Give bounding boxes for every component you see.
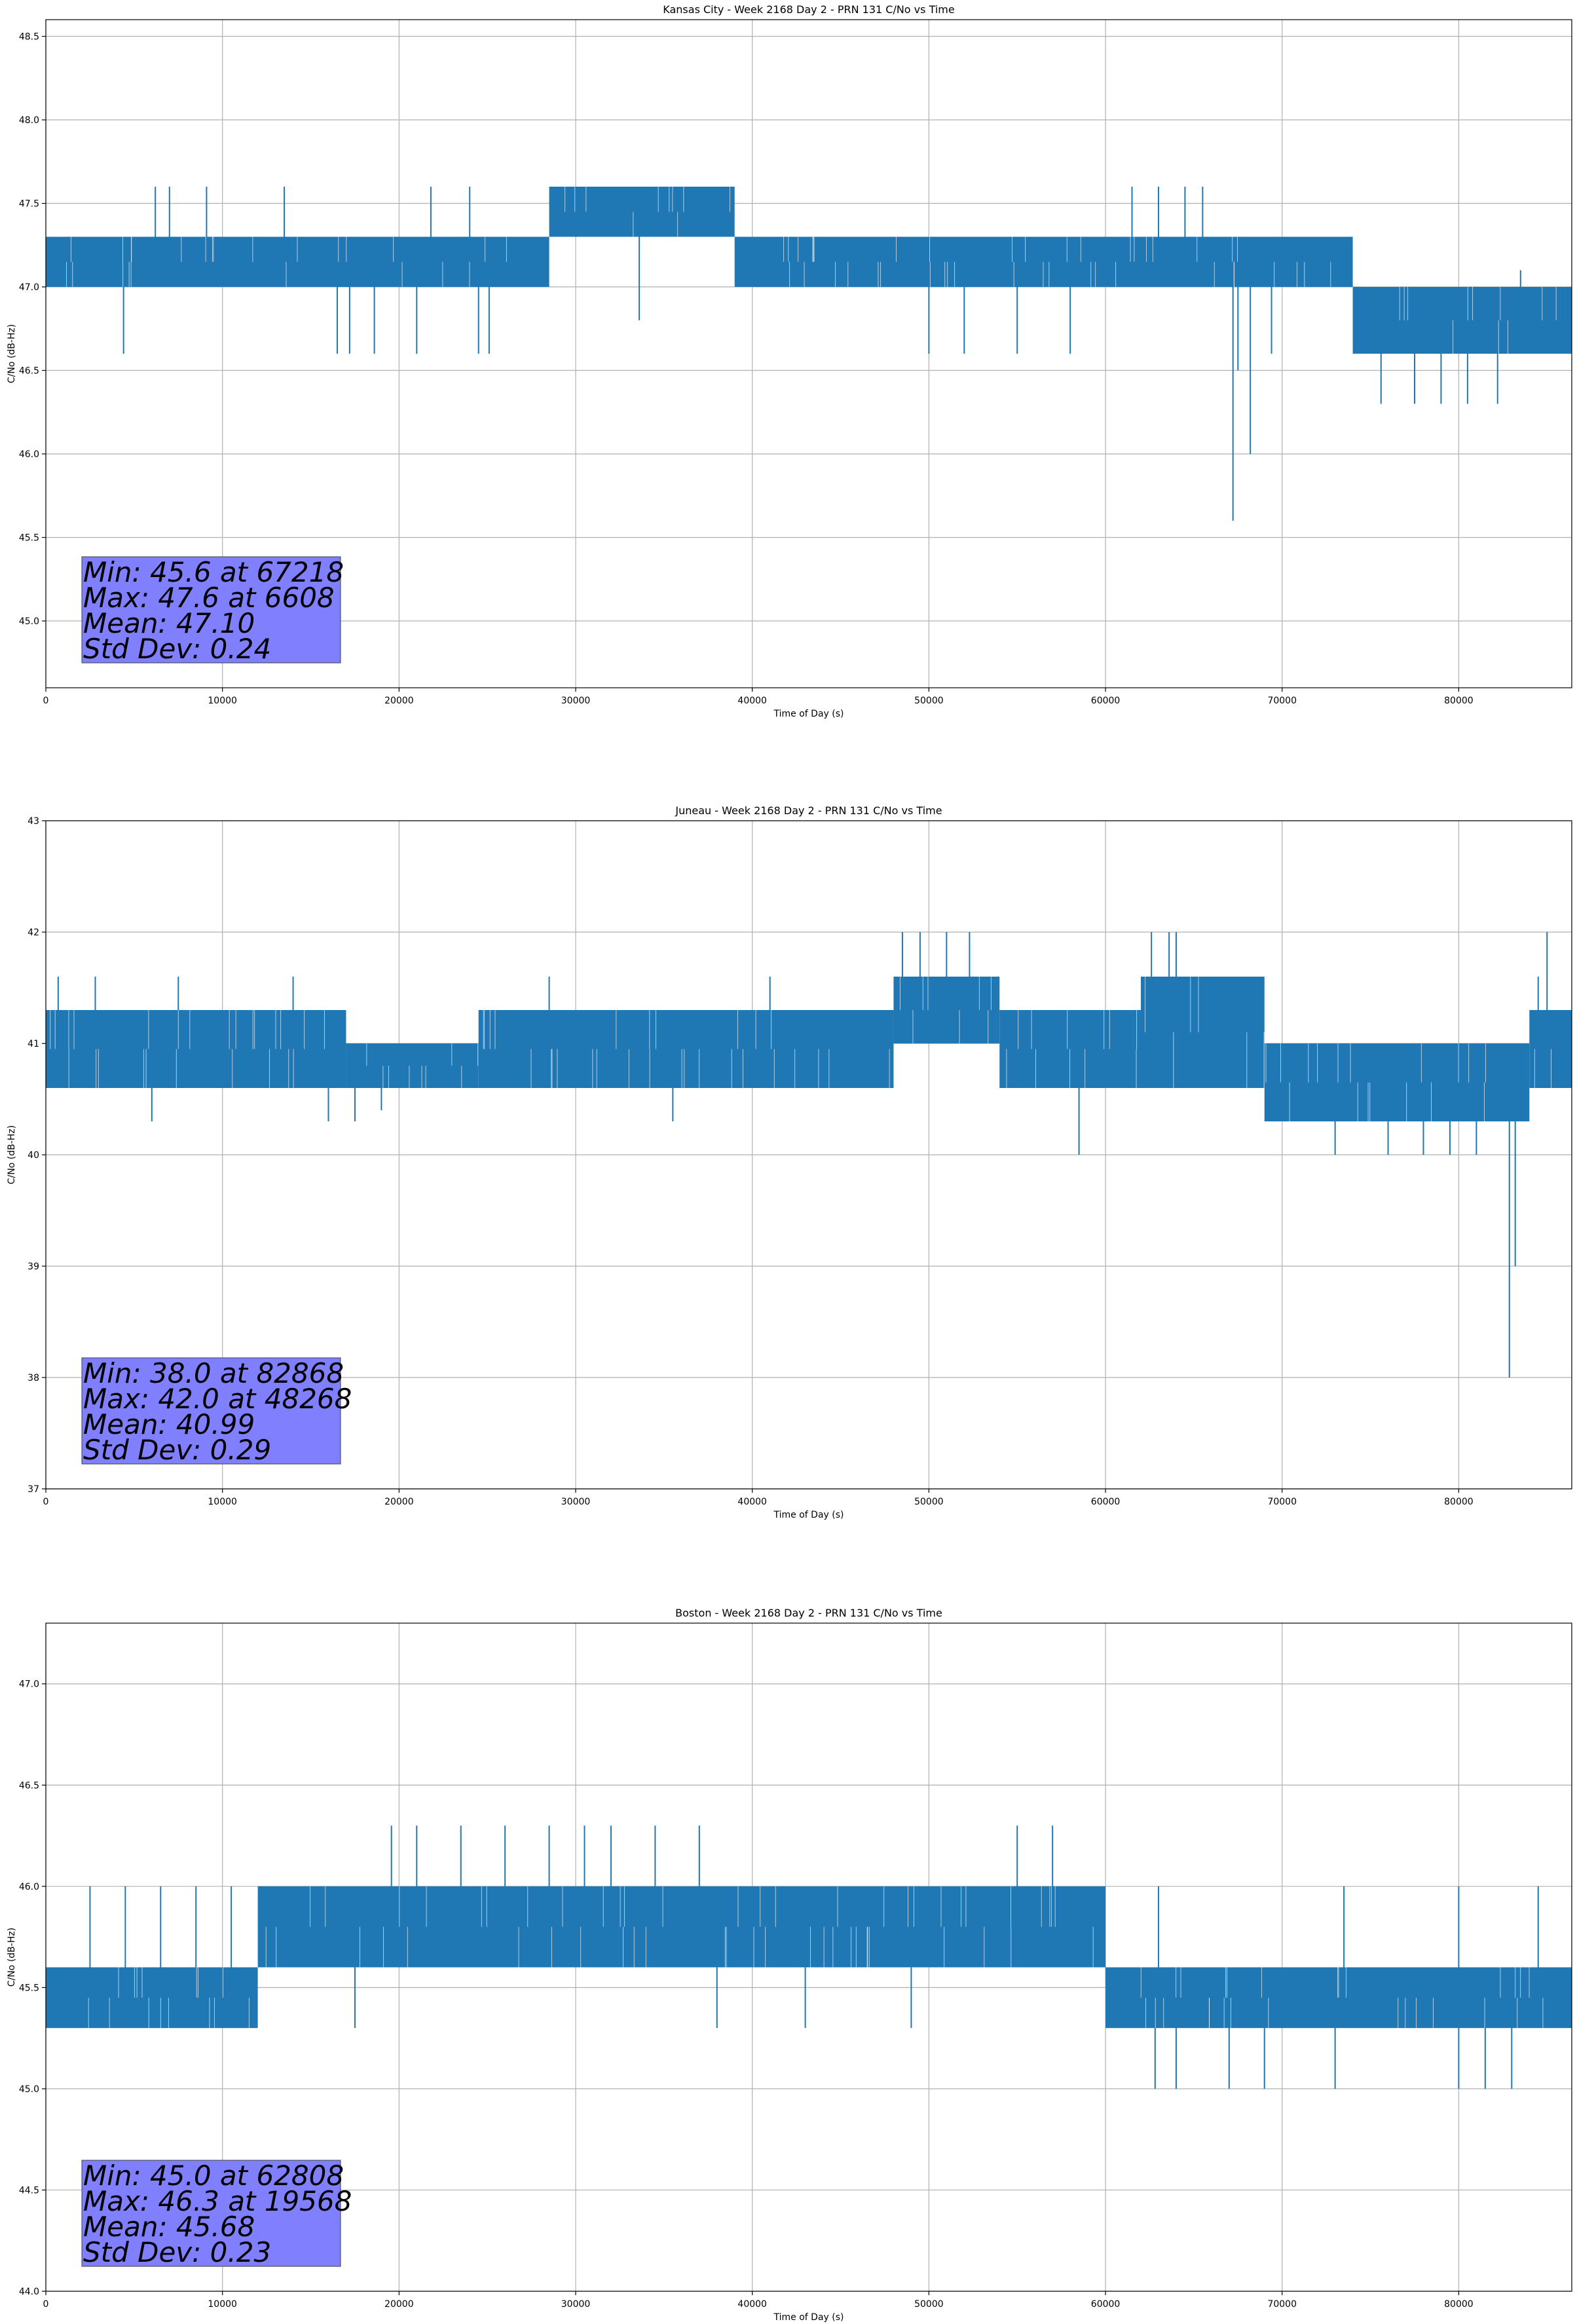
x-tick-label: 0 [43,2299,49,2310]
stats-line: Std Dev: 0.29 [83,1434,271,1466]
stats-box [81,556,341,664]
data-band-3 [734,236,1353,287]
chart-title: Boston - Week 2168 Day 2 - PRN 131 C/No … [675,1607,942,1619]
y-tick-label: 45.0 [19,2084,39,2095]
x-tick-label: 40000 [737,2299,767,2310]
chart-panel-3: 0 10000 20000 30000 40000 50000 60000 70000 8000… [7,1607,1572,2323]
x-tick-label: 50000 [914,696,944,706]
x-tick-label: 30000 [561,696,591,706]
x-tick-label: 80000 [1444,696,1474,706]
chart-title: Juneau - Week 2168 Day 2 - PRN 131 C/No … [675,804,942,817]
stats-line: Mean: 40.99 [83,1408,255,1440]
x-tick-label: 20000 [384,1497,414,1507]
x-tick-label: 80000 [1444,1497,1474,1507]
stats-line: Max: 46.3 at 19568 [83,2185,352,2217]
data-band-2 [549,187,735,237]
stats-line: Mean: 45.68 [83,2211,255,2243]
x-tick-label: 0 [43,696,49,706]
x-axis-label: Time of Day (s) [773,1510,844,1520]
y-tick-label: 45.0 [19,616,39,627]
y-tick-label: 42 [28,928,39,938]
y-axis-label: C/No (dB-Hz) [7,1125,17,1184]
y-tick-label: 47.0 [19,1679,39,1690]
x-tick-label: 20000 [384,696,414,706]
data-band-2 [257,1886,1106,1968]
y-tick-label: 37 [28,1484,39,1495]
data-band-4 [893,977,1000,1043]
x-tick-label: 10000 [208,696,237,706]
y-axis-label: C/No (dB-Hz) [7,324,17,383]
chart-panel-1: 0 10000 20000 30000 40000 50000 60000 70000 8000… [7,3,1572,719]
y-axis-label: C/No (dB-Hz) [7,1928,17,1987]
data-band-8 [1529,1010,1572,1088]
stats-line: Std Dev: 0.24 [83,633,271,665]
y-tick-label: 47.5 [19,199,39,210]
x-tick-label: 40000 [737,1497,767,1507]
y-tick-label: 45.5 [19,1983,39,1993]
stats-line: Std Dev: 0.23 [83,2236,271,2268]
stats-box [81,1357,341,1465]
stats-line: Min: 45.0 at 62808 [83,2160,344,2192]
data-band-7 [1264,1043,1530,1121]
data-series [46,932,1572,1378]
stats-box [81,2160,341,2267]
x-tick-label: 60000 [1091,1497,1121,1507]
x-tick-label: 30000 [561,1497,591,1507]
y-tick-label: 44.0 [19,2287,39,2297]
x-tick-label: 70000 [1267,2299,1297,2310]
y-tick-label: 39 [28,1262,39,1272]
y-tick-label: 46.5 [19,366,39,377]
x-axis-label: Time of Day (s) [773,709,844,719]
x-tick-label: 80000 [1444,2299,1474,2310]
x-tick-label: 60000 [1091,2299,1121,2310]
x-axis-label: Time of Day (s) [773,2312,844,2323]
y-tick-label: 44.5 [19,2185,39,2196]
x-tick-label: 70000 [1267,696,1297,706]
x-tick-label: 40000 [737,696,767,706]
data-series [46,187,1572,521]
x-tick-label: 10000 [208,1497,237,1507]
y-tick-label: 43 [28,816,39,827]
chart-title: Kansas City - Week 2168 Day 2 - PRN 131 … [663,3,954,16]
axes-frame [45,19,1572,688]
y-tick-label: 48.0 [19,115,39,126]
y-tick-label: 46.0 [19,1882,39,1892]
y-tick-label: 41 [28,1039,39,1049]
data-band-1 [46,1967,258,2029]
y-tick-label: 48.5 [19,32,39,43]
x-tick-label: 50000 [914,2299,944,2310]
data-band-5 [999,1010,1141,1088]
data-band-3 [478,1010,894,1088]
y-tick-label: 40 [28,1150,39,1161]
data-band-1 [46,1010,346,1088]
stats-line: Mean: 47.10 [83,607,255,639]
data-band-6 [1140,977,1265,1088]
x-tick-label: 20000 [384,2299,414,2310]
x-tick-label: 10000 [208,2299,237,2310]
data-series [46,1826,1572,2089]
y-tick-label: 46.0 [19,449,39,460]
chart-panel-2: 0 10000 20000 30000 40000 50000 60000 70000 8000… [7,804,1572,1520]
axes-frame [45,1622,1572,2292]
x-tick-label: 30000 [561,2299,591,2310]
data-band-2 [346,1043,479,1088]
stats-line: Max: 42.0 at 48268 [83,1383,352,1415]
y-tick-label: 38 [28,1373,39,1383]
stats-line: Max: 47.6 at 6608 [83,582,335,614]
data-band-4 [1352,287,1572,354]
x-tick-label: 60000 [1091,696,1121,706]
x-tick-label: 70000 [1267,1497,1297,1507]
x-tick-label: 50000 [914,1497,944,1507]
y-tick-label: 46.5 [19,1780,39,1791]
y-tick-label: 45.5 [19,533,39,544]
stats-line: Min: 38.0 at 82868 [83,1357,344,1389]
stats-line: Min: 45.6 at 67218 [83,556,344,588]
y-tick-label: 47.0 [19,282,39,293]
x-tick-label: 0 [43,1497,49,1507]
